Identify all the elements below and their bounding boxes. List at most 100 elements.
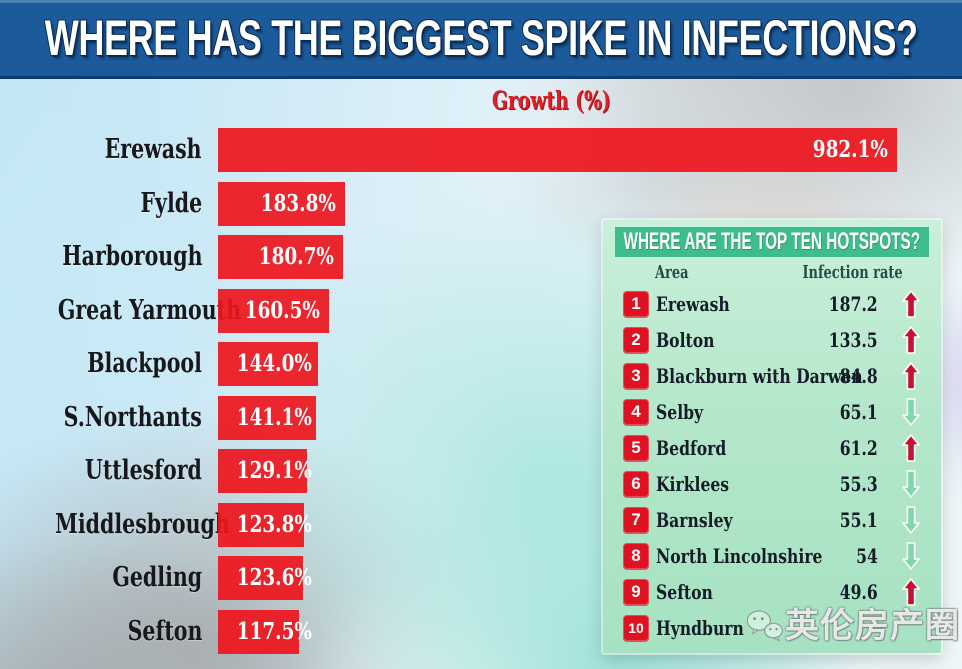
trend-icon-cell bbox=[902, 362, 920, 390]
infection-rate-value: 55.3 bbox=[839, 472, 878, 496]
trend-icon-cell bbox=[902, 470, 920, 498]
trend-icon-cell bbox=[902, 578, 920, 606]
hotspot-row: 8 North Lincolnshire 54 bbox=[603, 541, 941, 571]
bar-row: Harborough 180.7% bbox=[0, 235, 962, 279]
bar-category-label: Blackpool bbox=[87, 348, 202, 379]
infection-rate-value: 54 bbox=[856, 544, 878, 568]
growth-bar: 117.5% bbox=[218, 609, 312, 654]
bar-row: Gedling 123.6% bbox=[0, 556, 962, 600]
bar-category-label: Middlesbrough bbox=[55, 508, 230, 540]
growth-bar: 141.1% bbox=[218, 395, 316, 440]
bar-row: Sefton 117.5% bbox=[0, 609, 962, 654]
bar-category-label: Erewash bbox=[105, 134, 202, 165]
column-header-infection-rate: Infection rate bbox=[802, 262, 904, 283]
bar-category-label: Harborough bbox=[61, 241, 202, 272]
trend-icon-cell bbox=[902, 290, 920, 318]
main-title: WHERE HAS THE BIGGEST SPIKE IN INFECTION… bbox=[44, 10, 918, 66]
rank-badge: 5 bbox=[623, 435, 649, 461]
infection-rate-value: 61.2 bbox=[839, 436, 878, 460]
hotspot-row: 4 Selby 65.1 bbox=[603, 397, 941, 427]
trend-up-arrow-icon bbox=[902, 578, 920, 606]
bar-value-label: 160.5% bbox=[244, 296, 320, 324]
area-name: Blackburn with Darwen bbox=[656, 364, 863, 388]
trend-down-arrow-icon bbox=[902, 470, 920, 498]
trend-icon-cell bbox=[902, 434, 920, 462]
hotspots-panel-header: WHERE ARE THE TOP TEN HOTSPOTS? bbox=[615, 227, 929, 257]
growth-bar: 129.1% bbox=[218, 449, 312, 493]
growth-bar: 180.7% bbox=[218, 235, 343, 279]
rank-badge: 1 bbox=[623, 291, 649, 317]
rank-badge: 2 bbox=[623, 327, 649, 353]
hotspots-title: WHERE ARE THE TOP TEN HOTSPOTS? bbox=[623, 228, 921, 255]
growth-bar: 123.8% bbox=[218, 502, 312, 547]
hotspot-row: 9 Sefton 49.6 bbox=[603, 577, 941, 607]
bar-category-label: Gedling bbox=[112, 562, 202, 593]
bar-value-label: 117.5% bbox=[236, 617, 312, 645]
growth-bar: 183.8% bbox=[218, 181, 345, 226]
bar-value-label: 123.6% bbox=[236, 564, 312, 591]
hotspot-row: 7 Barnsley 55.1 bbox=[603, 505, 941, 535]
trend-up-arrow-icon bbox=[902, 290, 920, 318]
bar-value-label: 183.8% bbox=[260, 189, 336, 217]
infection-rate-value: 55.1 bbox=[839, 508, 878, 532]
infection-rate-value: 84.8 bbox=[839, 364, 878, 388]
rank-badge: 6 bbox=[623, 471, 649, 497]
rank-badge: 9 bbox=[623, 579, 649, 605]
trend-up-arrow-icon bbox=[902, 326, 920, 354]
growth-bar: 123.6% bbox=[218, 556, 312, 600]
infection-rate-value: 65.1 bbox=[839, 400, 878, 424]
trend-down-arrow-icon bbox=[902, 506, 920, 534]
bar-row: Great Yarmouth 160.5% bbox=[0, 288, 962, 333]
bar-row: Uttlesford 129.1% bbox=[0, 449, 962, 493]
bar-row: S.Northants 141.1% bbox=[0, 395, 962, 440]
hotspot-row: 6 Kirklees 55.3 bbox=[603, 469, 941, 499]
growth-bar: 144.0% bbox=[218, 342, 318, 386]
table-column-headers: Area Infection rate bbox=[603, 262, 941, 288]
hotspot-row: 5 Bedford 61.2 bbox=[603, 433, 941, 463]
area-name: Bedford bbox=[656, 436, 727, 460]
trend-icon-cell bbox=[902, 542, 920, 570]
area-name: Selby bbox=[656, 400, 704, 424]
trend-icon-cell bbox=[902, 326, 920, 354]
bar-row: Middlesbrough 123.8% bbox=[0, 502, 962, 547]
title-banner: WHERE HAS THE BIGGEST SPIKE IN INFECTION… bbox=[0, 0, 962, 79]
bar-value-label: 123.8% bbox=[236, 510, 312, 538]
bar-value-label: 982.1% bbox=[812, 136, 888, 163]
bar-row: Fylde 183.8% bbox=[0, 181, 962, 226]
area-name: Kirklees bbox=[656, 472, 730, 496]
trend-up-arrow-icon bbox=[902, 362, 920, 390]
trend-down-arrow-icon bbox=[902, 542, 920, 570]
rank-badge: 4 bbox=[623, 399, 649, 425]
bar-category-label: Uttlesford bbox=[85, 455, 202, 486]
hotspot-row: 3 Blackburn with Darwen 84.8 bbox=[603, 361, 941, 391]
bar-value-label: 180.7% bbox=[258, 243, 334, 270]
area-name: Sefton bbox=[656, 580, 713, 604]
column-header-area: Area bbox=[655, 262, 689, 283]
bar-value-label: 141.1% bbox=[236, 403, 312, 431]
hotspot-row: 2 Bolton 133.5 bbox=[603, 325, 941, 355]
trend-down-arrow-icon bbox=[902, 398, 920, 426]
hotspots-panel: WHERE ARE THE TOP TEN HOTSPOTS? Area Inf… bbox=[603, 220, 941, 653]
hotspot-row: 1 Erewash 187.2 bbox=[603, 289, 941, 319]
bar-category-label: S.Northants bbox=[63, 401, 202, 433]
bar-row: Erewash 982.1% bbox=[0, 128, 962, 172]
growth-bar: 982.1% bbox=[218, 128, 897, 172]
infection-rate-value: 187.2 bbox=[829, 292, 878, 316]
rank-badge: 8 bbox=[623, 543, 649, 569]
trend-icon-cell bbox=[902, 614, 920, 642]
infection-rate-value: 133.5 bbox=[829, 328, 878, 352]
area-name: Hyndburn bbox=[656, 616, 744, 640]
bar-category-label: Sefton bbox=[127, 615, 202, 647]
trend-up-arrow-icon bbox=[902, 434, 920, 462]
rank-badge: 7 bbox=[623, 507, 649, 533]
hotspot-row: 10 Hyndburn bbox=[603, 613, 941, 643]
bar-value-label: 144.0% bbox=[236, 350, 312, 377]
growth-bar: 160.5% bbox=[218, 288, 329, 333]
bar-row: Blackpool 144.0% bbox=[0, 342, 962, 386]
chart-title: Growth (%) bbox=[491, 86, 611, 115]
area-name: Erewash bbox=[656, 292, 730, 316]
area-name: North Lincolnshire bbox=[656, 544, 823, 568]
trend-icon-cell bbox=[902, 398, 920, 426]
